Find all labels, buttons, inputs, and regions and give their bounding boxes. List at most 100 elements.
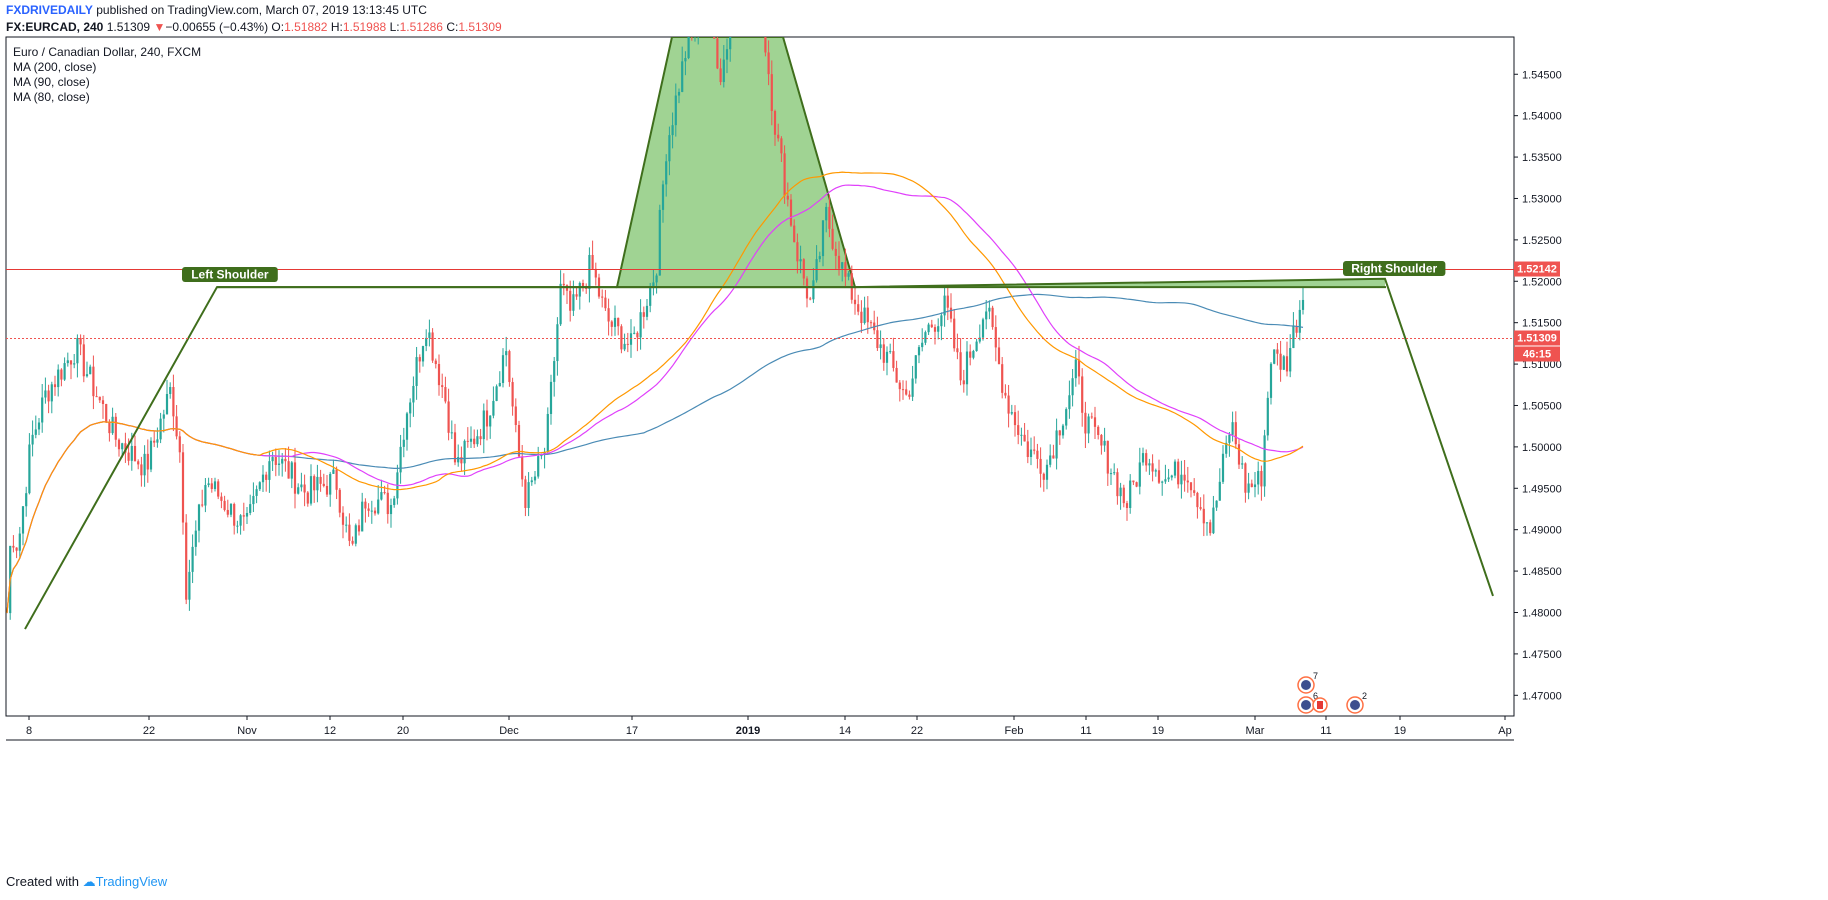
x-tick-label: 20	[397, 725, 409, 737]
candle-body	[837, 255, 841, 269]
y-tick-label: 1.47500	[1522, 649, 1562, 661]
event-marker: 2	[1346, 691, 1367, 714]
candle-body	[1013, 412, 1017, 426]
candle-body	[373, 510, 377, 514]
candle-body	[73, 363, 76, 365]
candle-body	[226, 509, 229, 515]
candle-body	[793, 225, 796, 243]
x-tick-label: 22	[143, 725, 155, 737]
left-shoulder-line	[24, 286, 617, 630]
candle-body	[620, 326, 623, 350]
candle-body	[940, 315, 943, 327]
symbol-label: FX:EURCAD, 240	[6, 20, 104, 34]
chart-title: Euro / Canadian Dollar, 240, FXCM	[13, 45, 201, 59]
candle-body	[729, 37, 732, 50]
event-count: 7	[1313, 671, 1318, 681]
candle-body	[1212, 507, 1215, 534]
candle-body	[143, 453, 146, 476]
candle-body	[524, 479, 527, 508]
candle-body	[274, 457, 277, 465]
candle-body	[236, 525, 239, 527]
candle-body	[453, 432, 457, 463]
candle-body	[825, 206, 828, 221]
candle-body	[911, 378, 914, 397]
candle-body	[1071, 378, 1074, 396]
price-change: −0.00655 (−0.43%)	[165, 20, 269, 34]
candle-body	[393, 498, 396, 506]
candle-body	[581, 282, 585, 287]
candle-body	[1225, 442, 1228, 454]
candle-body	[863, 307, 866, 324]
candle-body	[777, 134, 780, 139]
candle-body	[613, 317, 617, 327]
candle-body	[645, 305, 649, 317]
candle-body	[556, 324, 559, 362]
candle-body	[159, 418, 162, 440]
candle-body	[41, 397, 44, 423]
candle-body	[1116, 472, 1119, 497]
candle-body	[473, 438, 476, 445]
x-tick-label: Mar	[1246, 725, 1265, 737]
candle-body	[575, 294, 578, 297]
x-tick-label: 12	[324, 725, 336, 737]
candle-body	[985, 311, 988, 320]
candle-body	[1017, 425, 1020, 435]
candle-body	[1260, 470, 1263, 487]
candle-body	[956, 348, 959, 353]
candle-body	[773, 111, 777, 135]
event-flag-icon	[1350, 700, 1360, 710]
y-tick-label: 1.51000	[1522, 359, 1562, 371]
candle-body	[1193, 490, 1196, 493]
candle-body	[1125, 503, 1129, 508]
candle-body	[287, 461, 290, 479]
open-value: 1.51882	[284, 20, 328, 34]
y-tick-label: 1.53500	[1522, 152, 1562, 164]
candle-body	[546, 413, 549, 452]
countdown-tag: 46:15	[1523, 348, 1551, 360]
candle-body	[594, 268, 597, 278]
candle-body	[188, 571, 191, 600]
candle-body	[57, 369, 60, 388]
candle-body	[601, 296, 604, 298]
tradingview-brand[interactable]: TradingView	[95, 874, 168, 889]
candle-body	[799, 259, 802, 262]
candle-body	[255, 489, 258, 496]
candle-body	[434, 360, 437, 365]
candle-body	[313, 476, 316, 491]
candle-body	[172, 387, 175, 417]
candle-body	[162, 414, 165, 419]
candle-body	[165, 394, 169, 415]
candle-body	[309, 476, 313, 504]
candle-body	[60, 369, 63, 380]
candle-body	[562, 283, 565, 286]
candle-body	[34, 429, 37, 435]
candle-body	[857, 304, 860, 312]
candle-body	[130, 445, 133, 461]
x-tick-label: 17	[626, 725, 638, 737]
candle-body	[694, 30, 696, 32]
event-flag-icon	[1301, 700, 1311, 710]
event-count: 2	[1362, 691, 1367, 701]
candle-body	[153, 440, 156, 443]
candle-body	[476, 436, 479, 445]
tradingview-logo-icon[interactable]: ☁TradingView	[82, 874, 168, 889]
footer: Created with ☁TradingView	[6, 874, 167, 890]
candle-body	[412, 385, 415, 403]
candle-body	[758, 0, 760, 15]
candle-body	[457, 457, 460, 463]
candle-body	[1215, 500, 1218, 508]
candle-body	[537, 456, 540, 477]
publisher-link[interactable]: FXDRIVEDAILY	[6, 3, 93, 17]
candle-body	[1033, 449, 1036, 451]
x-tick-label: 11	[1080, 725, 1091, 737]
candle-body	[710, 11, 712, 13]
candle-body	[661, 184, 665, 210]
candle-body	[665, 161, 668, 185]
candle-body	[1292, 325, 1295, 349]
candle-body	[517, 425, 521, 457]
candle-body	[671, 125, 674, 136]
candle-body	[485, 410, 489, 427]
candle-body	[981, 319, 985, 338]
candle-body	[604, 297, 607, 309]
